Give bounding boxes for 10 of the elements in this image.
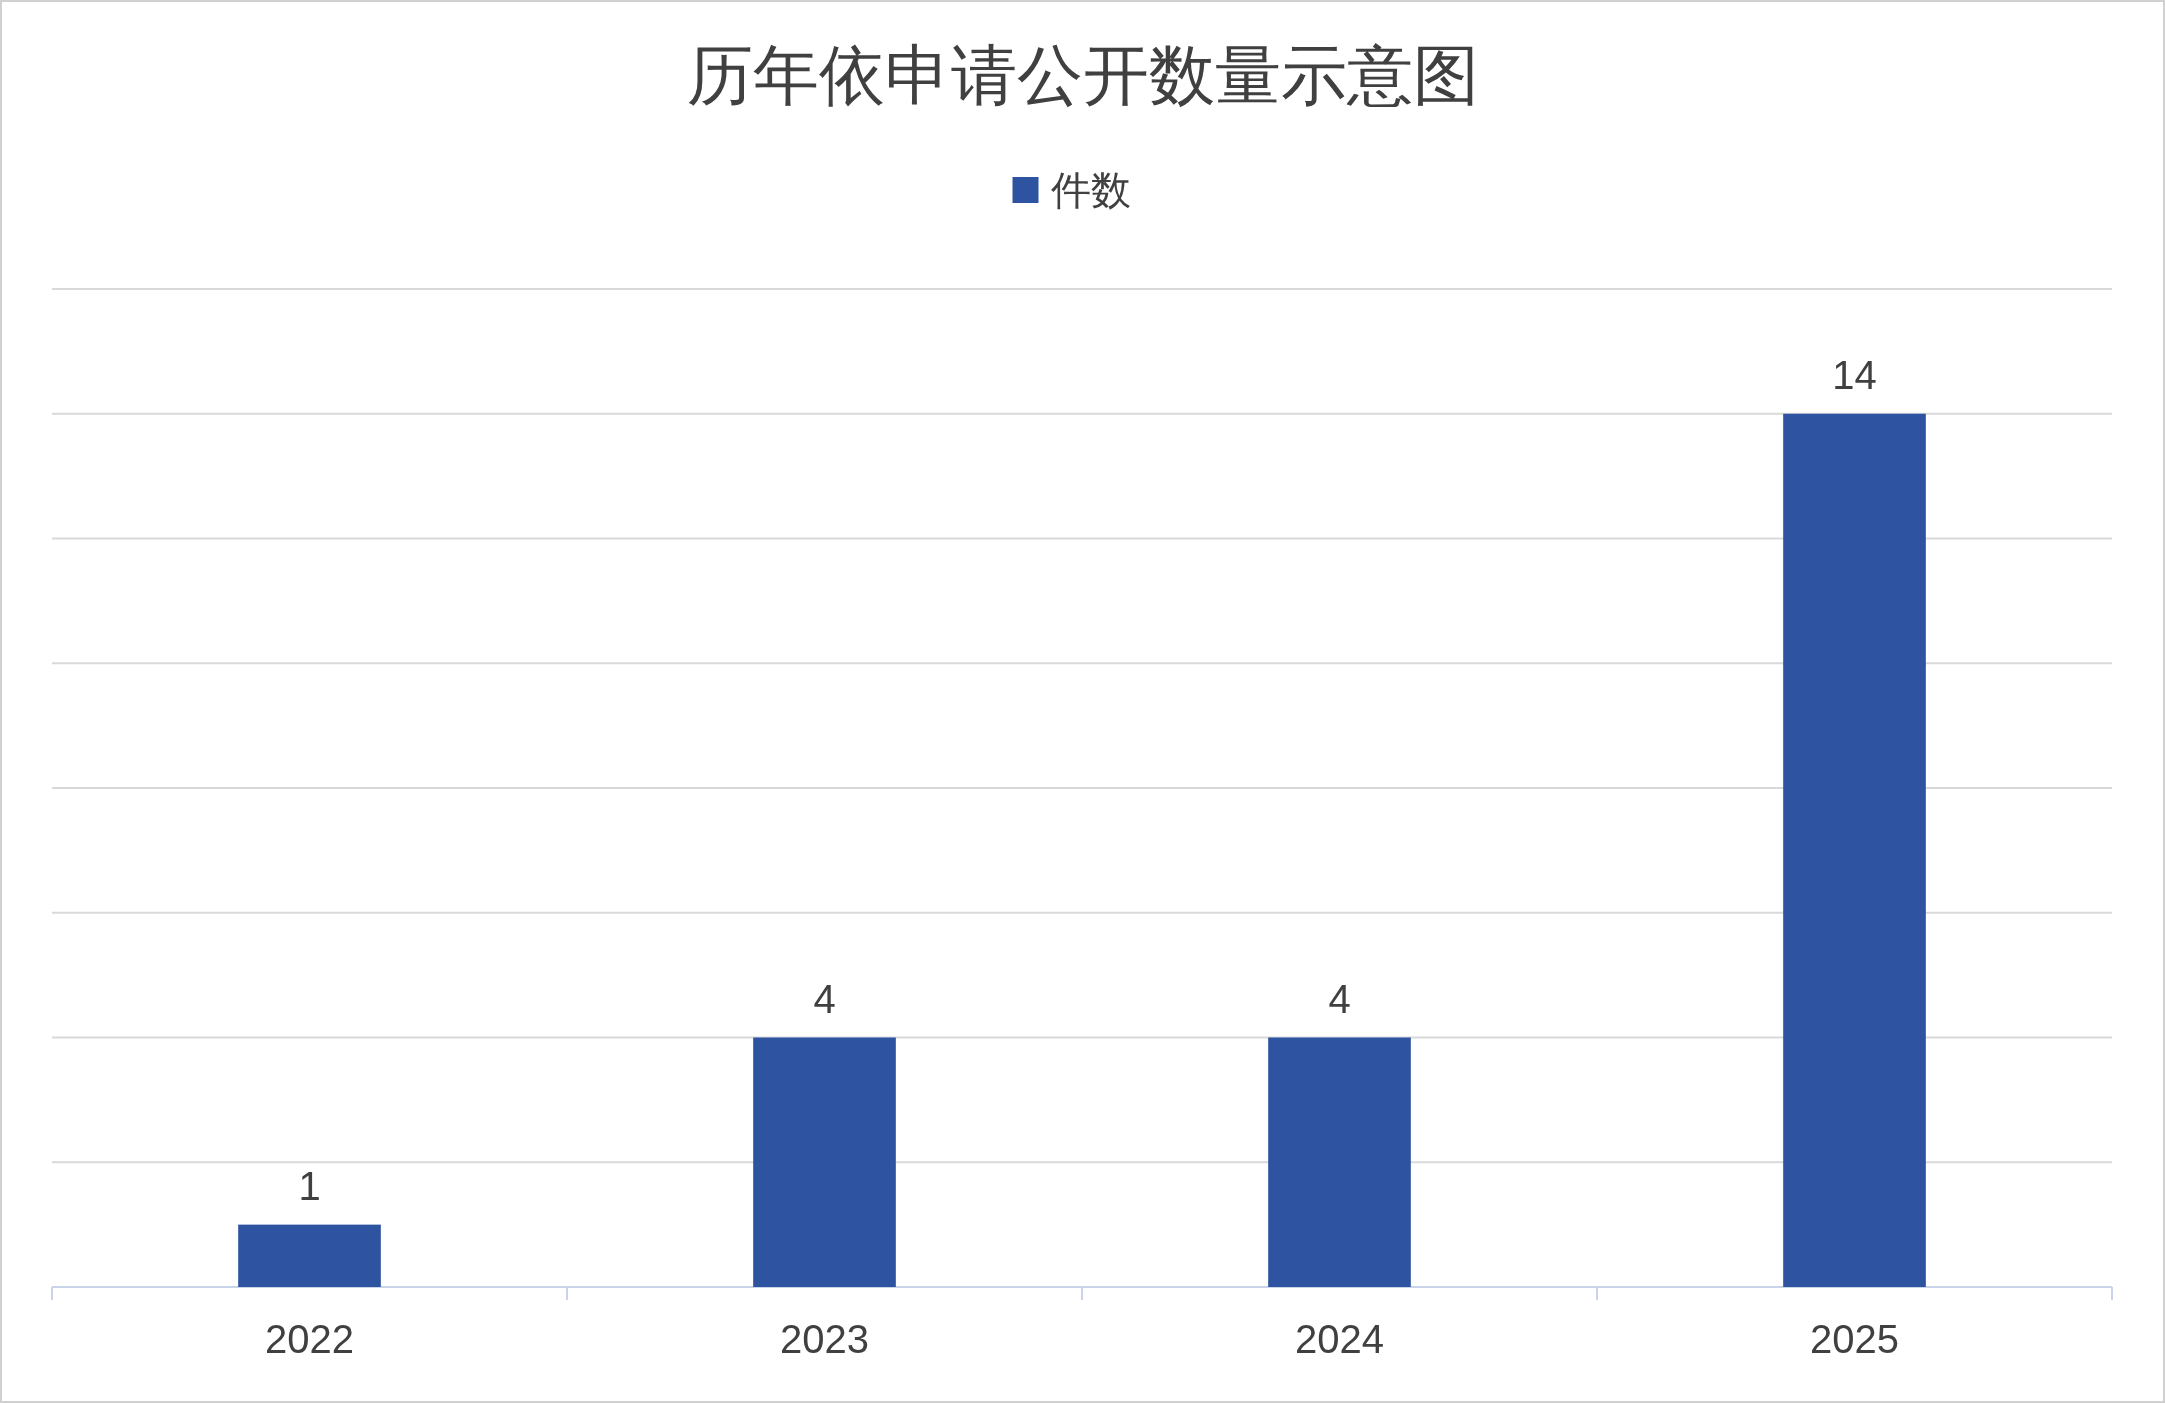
data-label: 4 (813, 976, 836, 1021)
x-tick-label: 2025 (1810, 1317, 1899, 1361)
legend-label: 件数 (1050, 168, 1131, 212)
data-label: 1 (298, 1163, 321, 1208)
data-label: 4 (1328, 976, 1351, 1021)
x-tick-label: 2022 (265, 1317, 354, 1361)
x-tick-label: 2024 (1295, 1317, 1384, 1361)
data-label: 14 (1832, 352, 1877, 397)
chart-title: 历年依申请公开数量示意图 (686, 38, 1479, 112)
x-tick-label: 2023 (780, 1317, 869, 1361)
